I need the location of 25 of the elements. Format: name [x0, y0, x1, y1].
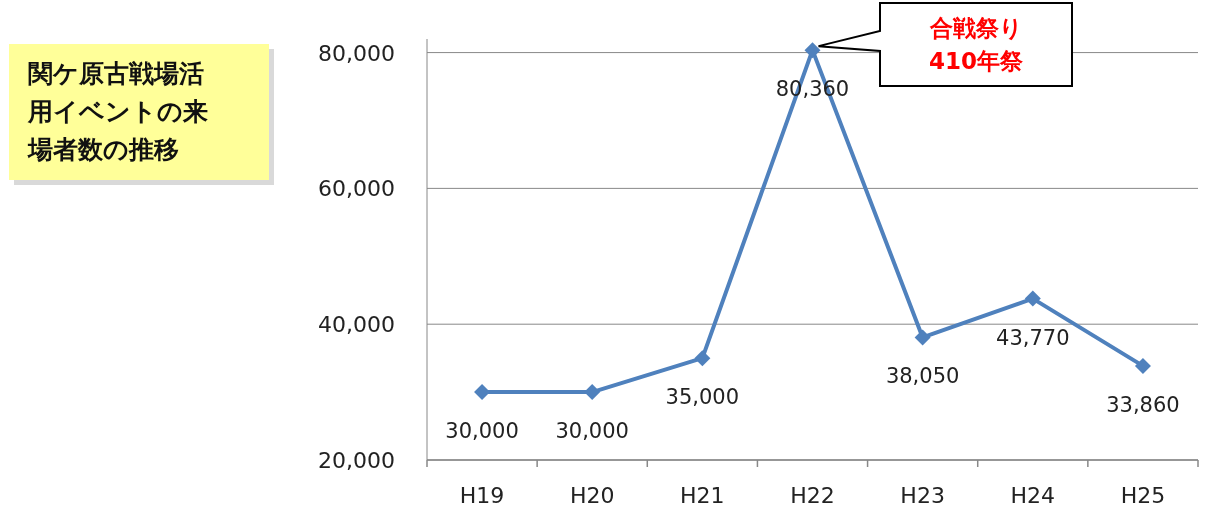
text: 関ケ原古戦場活用イベントの来場者数の推移	[27, 59, 208, 164]
x-tick-label: H21	[680, 483, 725, 508]
x-tick-label: H25	[1120, 483, 1166, 508]
data-label: 30,000	[445, 419, 519, 444]
data-label: 33,860	[1106, 392, 1180, 417]
y-tick-label: 60,000	[318, 176, 395, 202]
point	[1134, 357, 1151, 374]
x-tick-label: H24	[1010, 483, 1056, 508]
x-tick-label: H22	[790, 483, 835, 508]
data-label: 38,050	[885, 364, 960, 389]
point	[584, 384, 601, 401]
y-tick-label: 40,000	[318, 312, 395, 338]
point	[694, 350, 711, 367]
y-tick-label: 20,000	[318, 448, 395, 473]
point	[1024, 290, 1041, 307]
data-label: 35,000	[665, 385, 740, 410]
y-tick-label: 80,000	[318, 40, 395, 66]
x-tick-label: H20	[569, 483, 615, 508]
point	[914, 329, 931, 346]
x-tick-label: H23	[900, 483, 945, 508]
data-label: 43,770	[996, 325, 1070, 350]
x-tick-label: H19	[459, 483, 505, 508]
annotation: 合戦祭り 410年祭	[928, 15, 1024, 74]
point	[804, 42, 821, 59]
data-label: 30,000	[555, 419, 629, 444]
